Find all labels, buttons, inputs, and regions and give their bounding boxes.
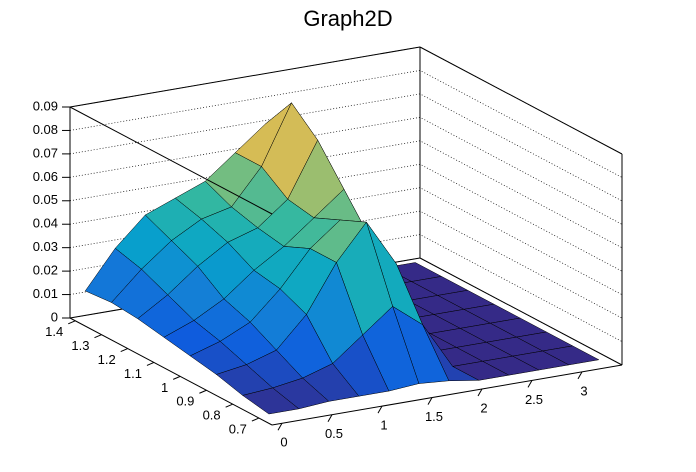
x-axis [271, 364, 623, 426]
z-tick-label: 0.04 [33, 216, 58, 231]
grid-line [69, 210, 623, 319]
z-tick-label: 0.03 [33, 239, 58, 254]
y-tick [225, 403, 233, 408]
x-tick-label: 0.5 [325, 426, 343, 441]
x-tick-label: 0 [280, 435, 287, 450]
x-tick [477, 388, 483, 397]
chart-title: Graph2D [303, 6, 392, 31]
grid-line [69, 140, 623, 249]
grid-line [69, 187, 623, 295]
grid-line [69, 234, 623, 342]
x-tick [327, 414, 333, 422]
grid-line [69, 163, 623, 272]
x-tick [577, 371, 583, 380]
grid-line [69, 46, 623, 155]
x-tick-label: 1 [380, 418, 387, 433]
y-tick [146, 362, 155, 366]
z-tick-label: 0.09 [33, 98, 58, 113]
grid-line [69, 93, 623, 202]
x-tick [277, 423, 283, 431]
z-tick-label: 0.08 [33, 122, 58, 137]
z-tick-label: 0.06 [33, 169, 58, 184]
grid-line [69, 70, 623, 178]
x-tick-label: 1.5 [425, 409, 443, 424]
y-tick-label: 0.8 [203, 408, 221, 423]
y-tick [68, 320, 76, 325]
y-tick [172, 375, 181, 380]
y-tick-label: 1.3 [71, 338, 89, 353]
x-tick [427, 397, 433, 405]
y-tick-label: 0.9 [176, 394, 194, 409]
y-tick [120, 348, 128, 353]
y-tick [251, 417, 260, 422]
grid-line [69, 116, 623, 225]
y-tick-label: 1.4 [45, 324, 63, 339]
z-tick-label: 0.02 [33, 263, 58, 278]
y-tick-label: 1.2 [98, 352, 116, 367]
x-tick-label: 2.5 [525, 392, 543, 407]
y-tick-label: 1.1 [124, 366, 142, 381]
surface-cell [242, 387, 300, 415]
y-axis [69, 317, 273, 426]
y-tick-label: 0.7 [229, 421, 247, 436]
y-tick [199, 389, 207, 394]
box-edge [69, 106, 273, 215]
z-tick-label: 0.07 [33, 145, 58, 160]
box-edge [419, 46, 623, 155]
z-tick-label: 0 [51, 309, 58, 324]
z-tick-label: 0.05 [33, 192, 58, 207]
y-tick-label: 1 [161, 380, 168, 395]
x-tick [527, 380, 533, 388]
x-tick [377, 405, 383, 414]
x-tick-label: 2 [480, 400, 487, 415]
z-tick-label: 0.01 [33, 286, 58, 301]
x-tick-label: 3 [580, 383, 587, 398]
grid-line [69, 257, 623, 366]
y-tick [94, 334, 102, 339]
box-edge [69, 46, 421, 108]
